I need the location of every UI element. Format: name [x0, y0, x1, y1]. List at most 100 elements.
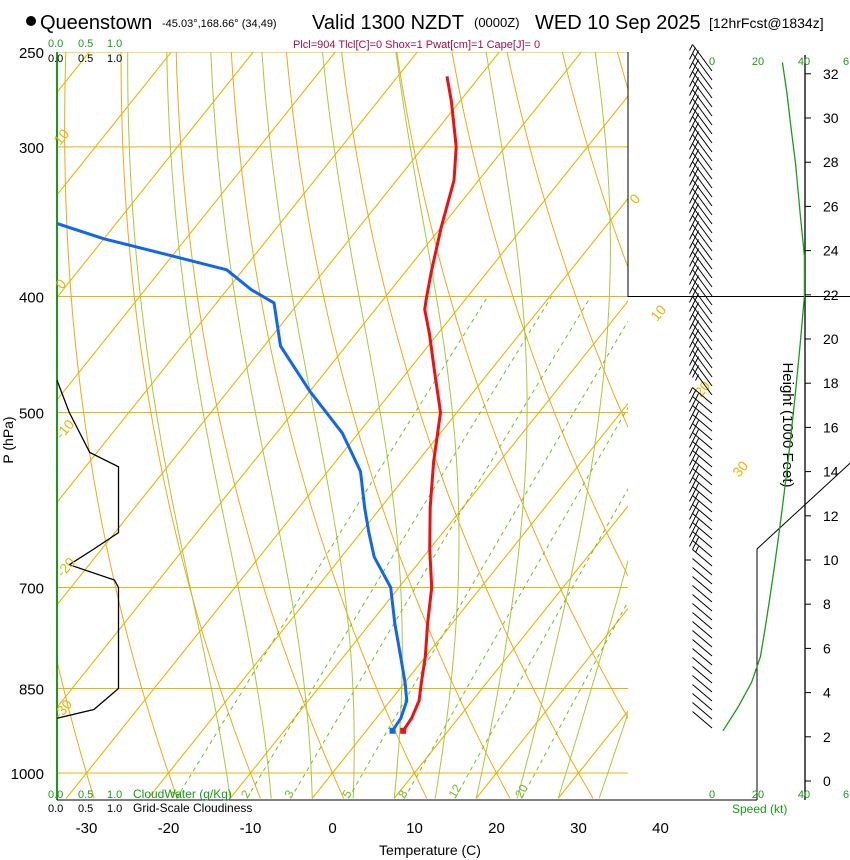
- wind-barb-feather: [695, 77, 699, 84]
- wind-barb-shaft: [692, 594, 713, 612]
- wind-barb-feather: [689, 495, 693, 502]
- wind-barb-shaft: [692, 711, 713, 729]
- isotherm-line: [57, 52, 500, 606]
- wind-speed-trace: [722, 62, 806, 732]
- wind-barb-feather: [689, 242, 693, 249]
- wind-barb-shaft: [692, 197, 713, 225]
- wind-barb-feather: [692, 371, 696, 378]
- pressure-tick-label: 400: [19, 289, 44, 306]
- wind-barb-feather: [695, 212, 699, 219]
- wind-barb-feather: [692, 326, 696, 333]
- height-tick-label: 10: [823, 552, 839, 568]
- cloudiness-bottom-tick: 1.0: [107, 803, 122, 815]
- wind-barb-shaft: [692, 666, 713, 684]
- wind-barb-feather: [695, 248, 699, 255]
- wind-barb-feather: [689, 197, 693, 204]
- pressure-tick-label: 700: [19, 580, 44, 597]
- wind-barb-feather: [695, 393, 699, 400]
- wind-barb-feather: [692, 56, 696, 63]
- wind-barb-shaft: [692, 657, 713, 675]
- cloudiness-axis-label: Grid-Scale Cloudiness: [133, 801, 252, 815]
- mixing-ratio-line: [176, 296, 489, 799]
- wind-barb-feather: [695, 338, 699, 345]
- wind-barb-feather: [689, 513, 693, 520]
- isotherm-label: 0: [626, 191, 643, 207]
- wind-barb-feather: [689, 522, 693, 529]
- wind-barb-feather: [692, 146, 696, 153]
- moist-adiabat-line: [598, 711, 628, 799]
- wind-barb-feather: [695, 420, 699, 427]
- station-dot-icon: [26, 16, 36, 26]
- wind-barb-feather: [689, 116, 693, 123]
- temperature-tick-label: 0: [328, 820, 336, 837]
- height-tick-label: 22: [823, 287, 839, 303]
- forecast-date: WED 10 Sep 2025: [535, 12, 701, 34]
- dry-adiabat-line: [175, 52, 345, 799]
- wind-barb-feather: [692, 182, 696, 189]
- wind-barb-feather: [692, 218, 696, 225]
- height-tick-label: 26: [823, 198, 839, 214]
- wind-barb-feather: [695, 302, 699, 309]
- isotherm-label: 30: [729, 458, 751, 480]
- wind-barb-feather: [692, 74, 696, 81]
- wind-barb-shaft: [692, 44, 713, 72]
- wind-barb-feather: [689, 179, 693, 186]
- moist-adiabat-line: [516, 52, 611, 799]
- wind-barb-feather: [689, 296, 693, 303]
- height-tick-label: 20: [823, 331, 839, 347]
- wind-barb-shaft: [692, 251, 713, 279]
- wind-barb-feather: [689, 332, 693, 339]
- y-axis-title: P (hPa): [0, 416, 16, 463]
- height-tick-label: 6: [823, 640, 831, 656]
- height-tick-label: 14: [823, 464, 839, 480]
- height-tick-label: 24: [823, 243, 839, 259]
- temperature-tick-label: 40: [652, 820, 669, 837]
- wind-barb-feather: [692, 254, 696, 261]
- station-name: Queenstown: [40, 12, 152, 34]
- wind-barb-feather: [695, 293, 699, 300]
- wind-barb-feather: [689, 504, 693, 511]
- wind-barb-feather: [692, 435, 696, 442]
- wind-barb-feather: [689, 405, 693, 412]
- wind-barb-feather: [692, 191, 696, 198]
- wind-barb-feather: [695, 122, 699, 129]
- moist-adiabat-line: [395, 52, 460, 799]
- cloudiness-top-tick: 0.5: [78, 53, 93, 65]
- cloudwater-top-tick: 1.0: [107, 38, 122, 50]
- mixing-ratio-label: 2: [238, 787, 254, 800]
- wind-barb-feather: [695, 429, 699, 436]
- wind-barb-shaft: [692, 278, 713, 306]
- wind-barb-feather: [695, 275, 699, 282]
- wind-barb-feather: [695, 239, 699, 246]
- isotherm-line: [57, 52, 336, 401]
- wind-barb-feather: [692, 119, 696, 126]
- isotherm-line: [557, 710, 628, 799]
- x-axis-title: Temperature (C): [379, 842, 481, 858]
- wind-barb-shaft: [692, 603, 713, 621]
- wind-barb-shaft: [692, 612, 713, 630]
- moist-adiabat-line: [127, 52, 231, 799]
- wind-barb-feather: [692, 245, 696, 252]
- isotherm-line: [57, 52, 582, 709]
- wind-barb-shaft: [692, 170, 713, 198]
- wind-barb-feather: [695, 438, 699, 445]
- wind-barb-shaft: [692, 305, 713, 333]
- wind-barb-feather: [689, 44, 693, 51]
- moist-adiabat-line: [261, 52, 355, 799]
- wind-barb-feather: [689, 188, 693, 195]
- wind-barb-feather: [689, 368, 693, 375]
- mixing-ratio-label: 3: [282, 787, 298, 800]
- wind-barb-feather: [692, 534, 696, 541]
- wind-barb-shaft: [692, 576, 713, 594]
- wind-barb-shaft: [692, 125, 713, 153]
- dry-adiabat-line: [64, 52, 178, 799]
- wind-barb-feather: [689, 459, 693, 466]
- wind-barb-feather: [692, 92, 696, 99]
- wind-barb-shaft: [692, 80, 713, 108]
- temperature-tick-label: -30: [76, 820, 98, 837]
- speed-bottom-tick: 20: [752, 789, 764, 801]
- wind-barb-shaft: [692, 350, 713, 378]
- wind-barb-feather: [695, 167, 699, 174]
- height-tick-label: 28: [823, 154, 839, 170]
- moist-adiabat-line: [210, 52, 313, 799]
